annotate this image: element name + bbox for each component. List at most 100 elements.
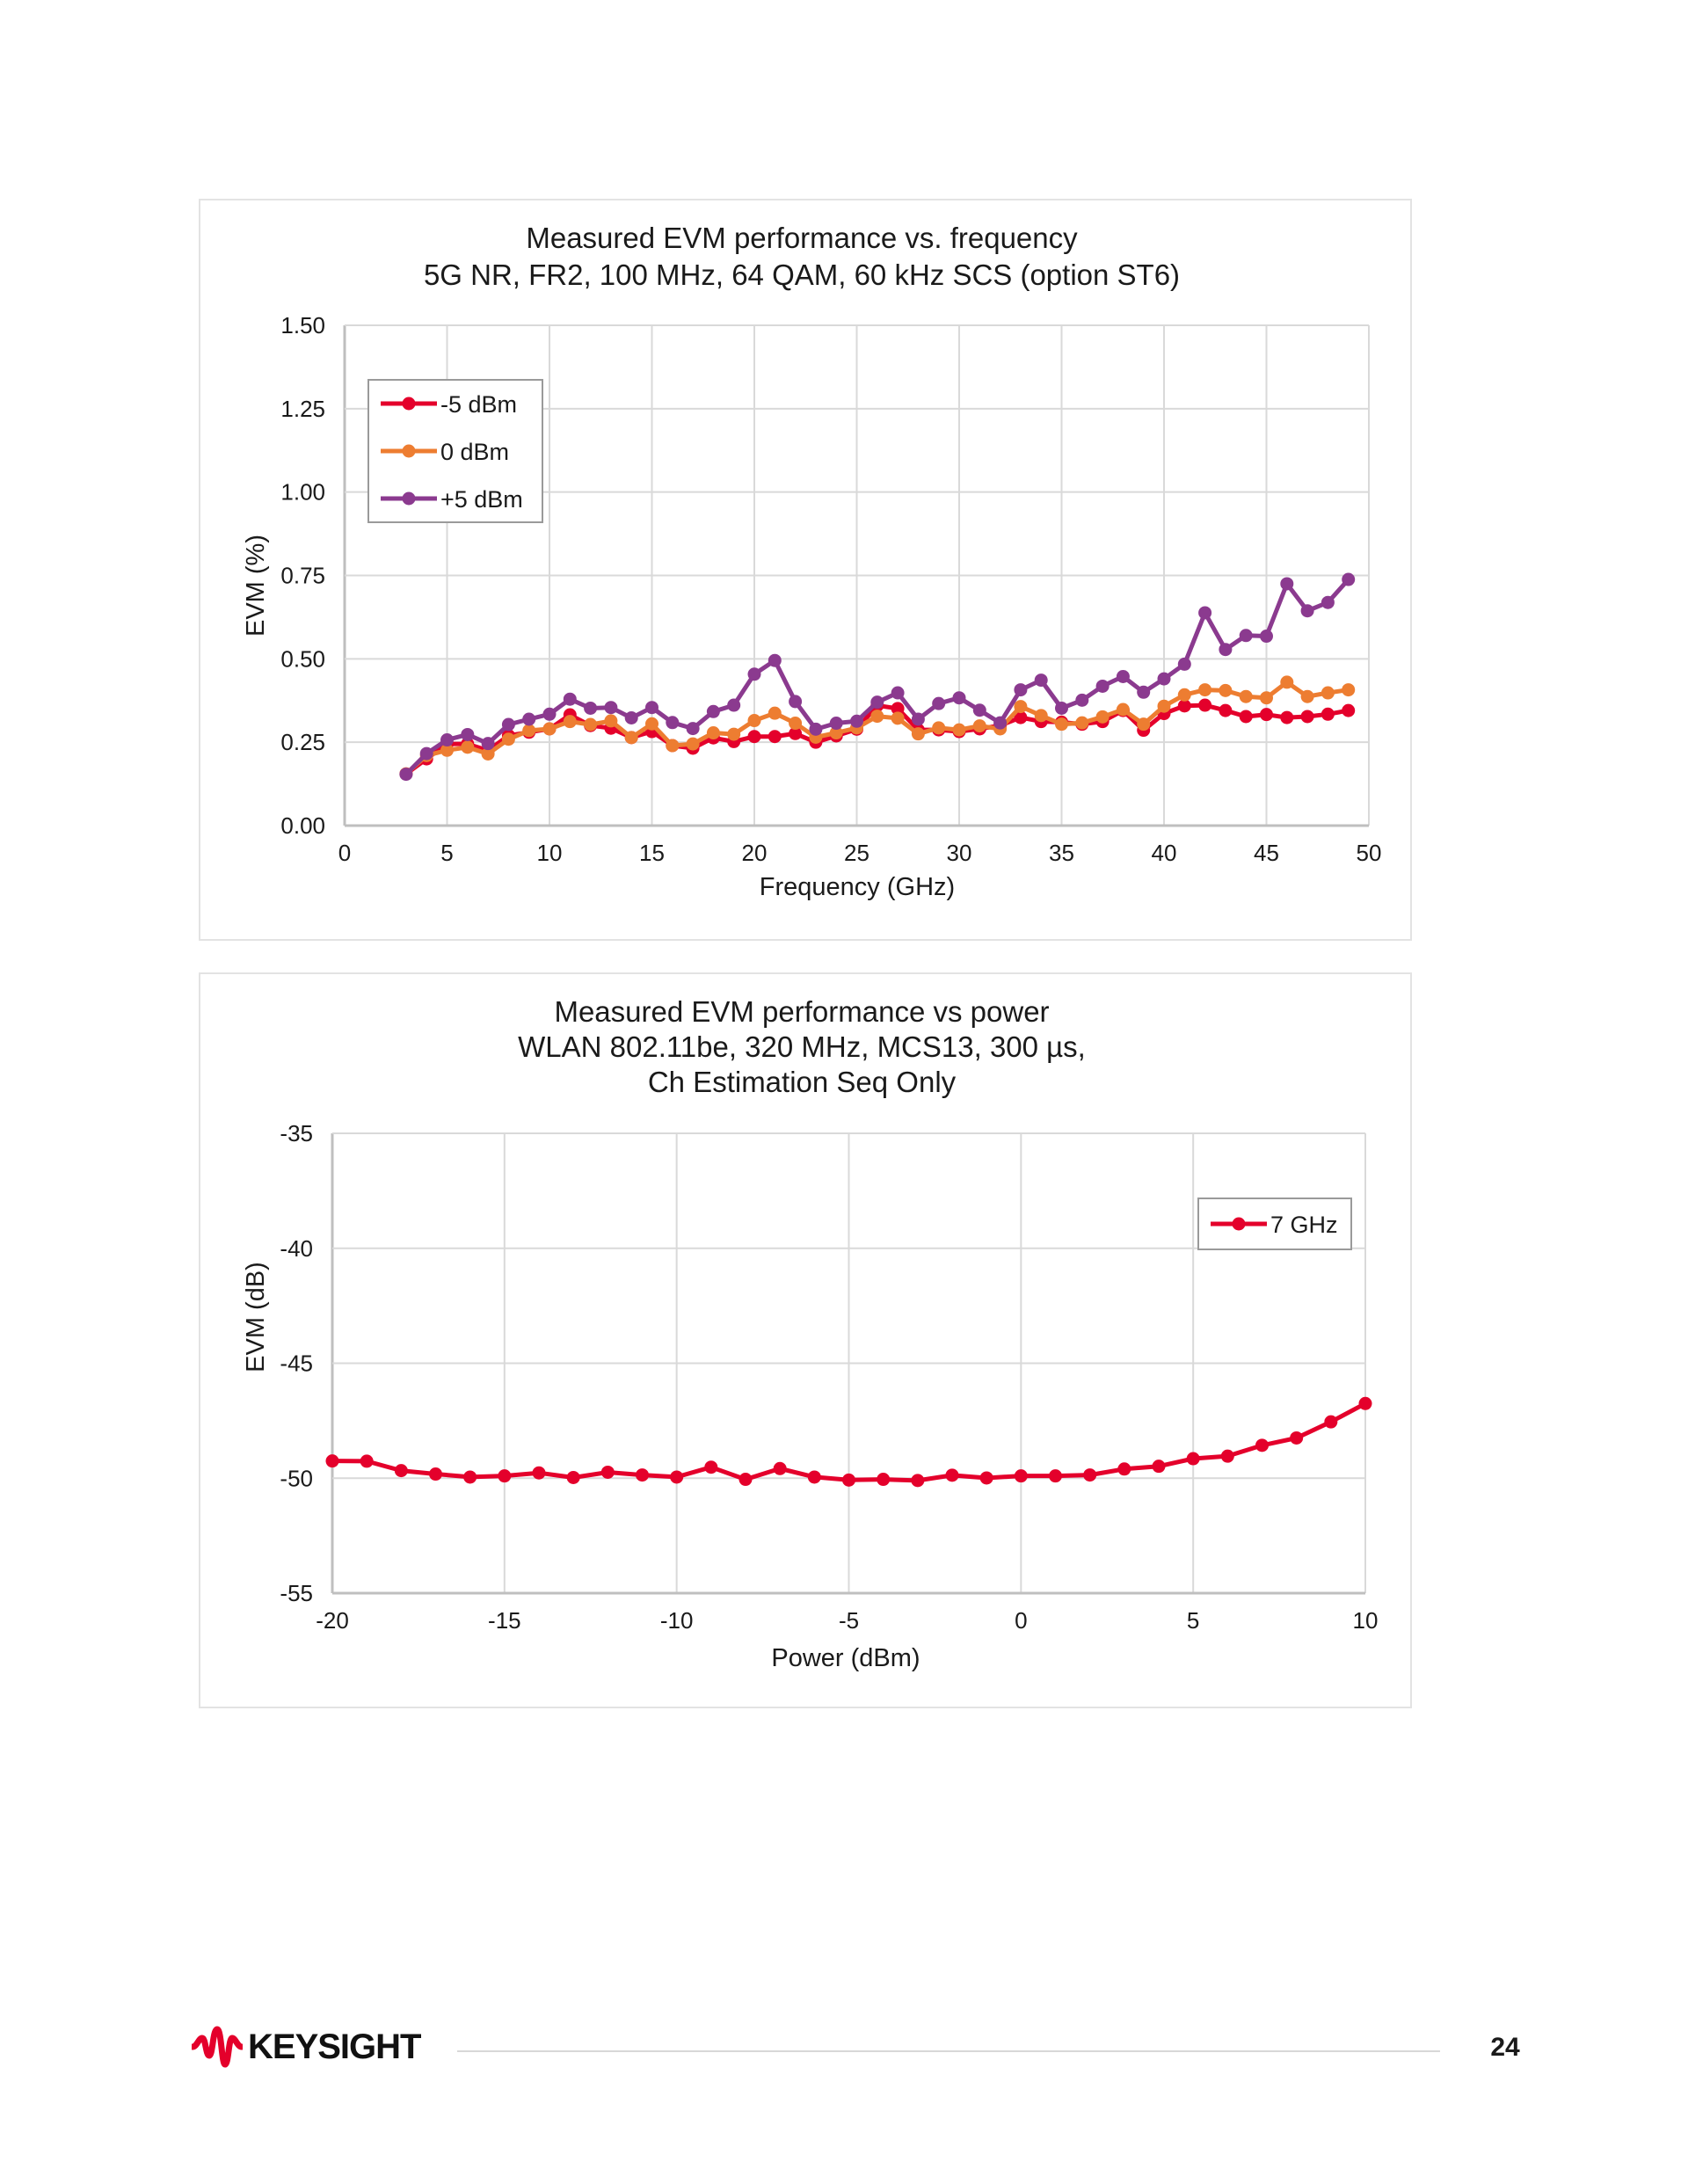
data-point (481, 746, 495, 761)
legend-item: +5 dBm (381, 486, 523, 513)
data-point (1358, 1396, 1372, 1410)
data-point (1177, 688, 1191, 702)
keysight-logo: KEYSIGHT (192, 2022, 421, 2071)
legend-label: 0 dBm (440, 439, 509, 465)
data-point (807, 1470, 821, 1484)
x-tick-label: 10 (537, 840, 563, 866)
data-point (686, 722, 700, 736)
data-point (706, 726, 720, 740)
data-point (1014, 700, 1028, 714)
data-point (952, 723, 966, 737)
x-tick-label: 5 (440, 840, 453, 866)
data-point (727, 727, 741, 741)
legend-item: 0 dBm (381, 439, 509, 465)
data-point (911, 712, 925, 726)
data-point (1321, 686, 1335, 700)
data-point (440, 733, 454, 747)
data-point (1177, 657, 1191, 671)
data-point (1342, 683, 1356, 697)
data-point (1055, 717, 1068, 732)
x-tick-label: 10 (1353, 1607, 1379, 1634)
chart-subtitle-2: Ch Estimation Seq Only (648, 1066, 957, 1098)
data-point (566, 1470, 580, 1484)
x-tick-label: 35 (1049, 840, 1074, 866)
data-point (1177, 699, 1191, 713)
data-point (1095, 679, 1110, 693)
data-point (1239, 710, 1253, 724)
data-point (1117, 1462, 1131, 1476)
data-point (542, 722, 557, 736)
data-point (600, 1465, 615, 1479)
data-point (1324, 1415, 1338, 1429)
data-point (666, 716, 680, 730)
y-tick-label: 0.50 (280, 645, 325, 672)
data-point (1260, 708, 1273, 722)
data-point (481, 737, 495, 751)
data-point (461, 740, 475, 754)
footer-divider (457, 2050, 1440, 2052)
x-tick-label: 25 (844, 840, 869, 866)
data-point (1014, 683, 1028, 697)
data-point (1137, 685, 1151, 699)
data-point (419, 746, 433, 761)
data-point (829, 726, 843, 740)
data-point (604, 714, 618, 728)
data-point (870, 695, 884, 710)
x-tick-label: 45 (1254, 840, 1279, 866)
data-point (972, 703, 986, 717)
chart-evm-vs-power: Measured EVM performance vs power WLAN 8… (242, 995, 1379, 1672)
data-point (498, 1469, 512, 1483)
data-point (891, 711, 905, 725)
chart-title: Measured EVM performance vs power (554, 995, 1049, 1028)
data-point (877, 1473, 891, 1487)
data-point (636, 1468, 649, 1482)
data-point (1055, 701, 1068, 715)
data-point (1075, 716, 1089, 730)
data-point (1075, 693, 1089, 707)
data-point (1321, 595, 1335, 609)
data-point (747, 730, 761, 744)
data-point (809, 722, 823, 736)
x-tick-label: 20 (742, 840, 768, 866)
x-tick-label: 0 (1015, 1607, 1027, 1634)
data-point (1186, 1452, 1200, 1466)
data-point (584, 701, 598, 715)
data-point (563, 715, 577, 729)
data-point (429, 1467, 442, 1481)
data-point (704, 1460, 718, 1474)
y-axis-title: EVM (dB) (242, 1262, 270, 1372)
x-tick-label: -10 (660, 1607, 694, 1634)
data-point (789, 726, 803, 740)
data-point (360, 1454, 374, 1468)
data-point (670, 1470, 684, 1484)
data-point (727, 698, 741, 712)
data-point (1198, 698, 1212, 712)
data-point (945, 1468, 959, 1482)
legend: -5 dBm 0 dBm +5 dBm (367, 379, 543, 523)
data-point (1321, 707, 1335, 721)
data-point (624, 731, 638, 745)
data-point (1014, 1469, 1028, 1483)
data-point (1260, 691, 1273, 705)
data-point (789, 695, 803, 709)
data-point (768, 706, 782, 720)
data-point (399, 768, 413, 782)
data-point (932, 721, 946, 735)
data-point (645, 717, 658, 731)
x-tick-label: 15 (639, 840, 665, 866)
data-point (1220, 1449, 1234, 1463)
legend-marker-icon (1232, 1217, 1246, 1231)
x-tick-label: 0 (338, 840, 351, 866)
data-point (850, 714, 863, 728)
y-axis-title: EVM (%) (242, 535, 270, 637)
data-point (1290, 1431, 1304, 1445)
data-point (1219, 643, 1233, 657)
x-axis-title: Frequency (GHz) (760, 873, 955, 901)
series-0-dbm (399, 675, 1356, 781)
data-point (1034, 673, 1048, 688)
data-point (1300, 689, 1314, 703)
x-tick-label: -20 (316, 1607, 349, 1634)
y-tick-label: 1.50 (280, 312, 325, 339)
data-point (972, 719, 986, 733)
data-point (501, 732, 515, 746)
